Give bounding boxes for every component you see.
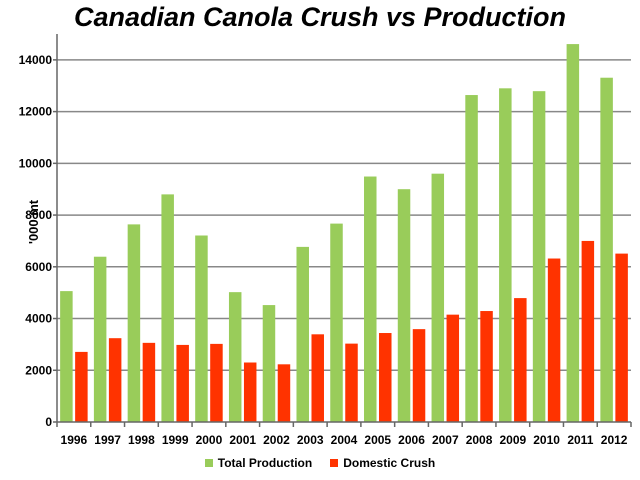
y-tick-label: 12000 [19,105,53,119]
bar-total-production [600,77,613,423]
x-tick-label: 2003 [297,433,324,447]
legend-item-domestic-crush: Domestic Crush [330,456,435,470]
bar-total-production [330,223,343,422]
axes: 0 2000 4000 6000 8000 10000 12000 14000 1996 1997… [19,34,632,447]
bar-total-production [397,189,411,422]
bar-total-production [296,246,309,422]
y-tick-label: 4000 [25,312,52,326]
y-tick-label: 6000 [25,260,52,274]
y-tick-label: 10000 [19,156,53,170]
bar-domestic-crush [379,333,392,422]
x-tick-label: 2008 [466,433,493,447]
bar-total-production [195,235,208,422]
legend-swatch-total-production [204,459,213,467]
bar-total-production [431,173,445,422]
bar-domestic-crush [581,240,595,422]
bar-domestic-crush [243,362,257,422]
legend-swatch-domestic-crush [330,459,339,467]
x-tick-label: 2009 [499,433,526,447]
bar-total-production [499,88,512,422]
bar-domestic-crush [547,258,561,422]
x-tick-label: 1997 [94,433,121,447]
x-tick-label: 2000 [196,433,223,447]
bar-total-production [60,291,73,422]
bar-domestic-crush [176,344,189,422]
bar-total-production [93,256,107,422]
x-tick-label: 2011 [567,433,593,447]
x-tick-label: 2002 [263,433,290,447]
x-tick-label: 2005 [364,433,391,447]
legend-item-total-production: Total Production [204,456,313,470]
y-tick-label: 14000 [19,53,53,67]
bar-total-production [161,194,174,422]
bar-domestic-crush [345,343,358,422]
bar-domestic-crush [210,343,223,422]
x-tick-label: 2004 [331,433,358,447]
bar-total-production [228,292,242,422]
bar-domestic-crush [514,298,527,422]
bars [60,44,628,423]
y-tick-label: 0 [45,415,52,429]
x-tick-label: 1996 [61,433,88,447]
x-tick-label: 2012 [601,433,628,447]
y-tick-label: 8000 [25,208,52,222]
x-tick-label: 2001 [229,433,256,447]
bar-domestic-crush [311,334,324,422]
bar-domestic-crush [277,364,291,422]
x-tick-label: 1998 [128,433,155,447]
bar-domestic-crush [142,342,156,422]
legend-label-domestic-crush: Domestic Crush [343,456,436,470]
bar-total-production [566,44,580,422]
bar-domestic-crush [412,329,426,422]
x-tick-label: 2010 [533,433,560,447]
chart-title: Canadian Canola Crush vs Production [73,2,567,32]
bar-total-production [262,305,276,422]
x-tick-label: 2006 [398,433,425,447]
legend-label-total-production: Total Production [217,456,313,470]
y-axis-title: '000 mt [26,199,41,244]
bar-domestic-crush [480,311,493,422]
bar-total-production [532,91,546,422]
bar-domestic-crush [446,314,460,422]
x-tick-label: 1999 [162,433,189,447]
legend: Total Production Domestic Crush [0,456,640,470]
bar-total-production [364,176,377,422]
bar-domestic-crush [108,338,122,422]
bar-total-production [465,95,478,422]
bar-domestic-crush [615,253,628,422]
y-tick-label: 2000 [25,363,52,377]
bar-domestic-crush [75,351,88,422]
x-tick-label: 2007 [432,433,459,447]
bar-total-production [127,224,141,422]
